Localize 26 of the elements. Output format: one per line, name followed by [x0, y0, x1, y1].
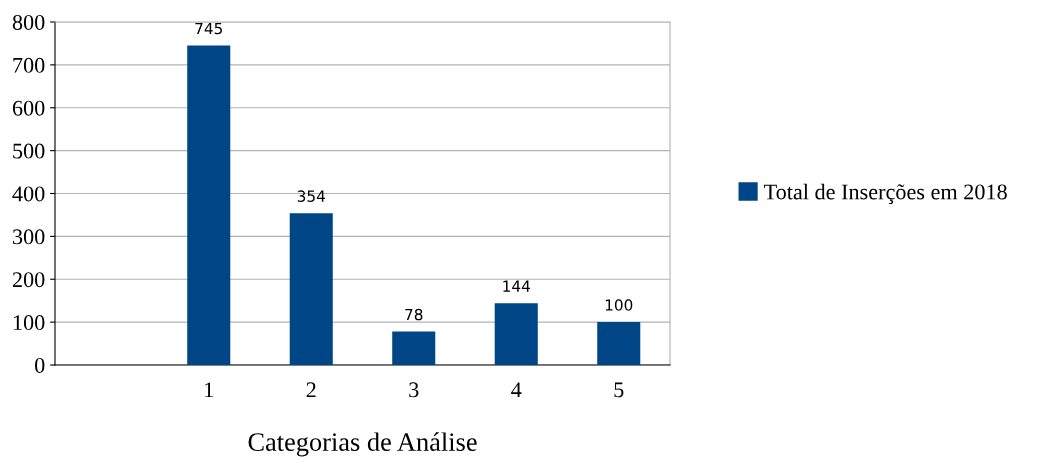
x-tick-label: 4: [511, 382, 522, 398]
x-tick-label: 5: [614, 382, 624, 398]
data-label: 100: [605, 299, 633, 311]
y-tick-label: 600: [12, 100, 45, 116]
y-tick-label: 200: [12, 272, 45, 288]
data-label: 144: [503, 280, 530, 292]
y-tick-label: 400: [12, 186, 45, 202]
x-tick-label: 2: [306, 382, 316, 398]
bar: [187, 45, 231, 365]
x-axis-title: Categorias de Análise: [248, 432, 477, 457]
bar: [597, 322, 641, 365]
data-label: 78: [405, 308, 423, 321]
bar: [392, 331, 436, 365]
bar: [289, 213, 333, 365]
y-tick-label: 500: [13, 143, 45, 159]
y-tick-label: 0: [35, 357, 45, 373]
y-tick-label: 300: [13, 229, 45, 245]
y-tick-label: 800: [12, 14, 45, 30]
data-label: 354: [297, 190, 325, 202]
y-tick-label: 700: [13, 57, 45, 73]
x-tick-label: 3: [409, 382, 419, 398]
x-tick-label: 1: [205, 382, 213, 398]
bar: [494, 303, 538, 365]
y-tick-label: 100: [13, 315, 45, 331]
legend-label: Total de Inserções em 2018: [764, 183, 1007, 204]
data-label: 745: [195, 22, 222, 35]
